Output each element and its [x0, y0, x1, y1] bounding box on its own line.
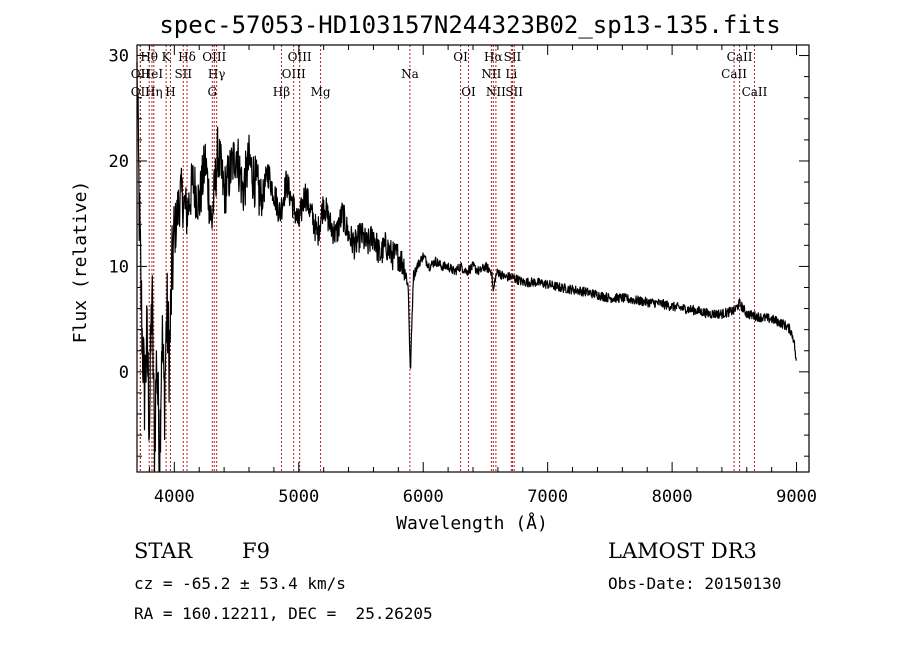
line-label: H: [165, 85, 175, 99]
line-label: OII: [131, 85, 151, 99]
line-label: HeI: [141, 67, 164, 81]
object-subclass: F9: [242, 539, 270, 563]
line-label: OIII: [288, 50, 312, 64]
spectral-line-markers: [139, 45, 755, 472]
survey-name: LAMOST DR3: [608, 539, 757, 563]
line-label: Hγ: [208, 67, 226, 81]
x-axis-label: Wavelength (Å): [396, 512, 548, 534]
line-label: Hδ: [178, 50, 196, 64]
y-axis-label: Flux (relative): [70, 181, 91, 344]
x-tick-label: 4000: [154, 487, 195, 507]
line-label: K: [162, 50, 172, 64]
line-label: Li: [505, 67, 517, 81]
x-tick-label: 9000: [776, 487, 817, 507]
axis-ticks: 4000 5000 6000 7000 8000 9000 0 10 20 30: [109, 45, 817, 507]
chart-title: spec-57053-HD103157N244323B02_sp13-135.f…: [159, 11, 780, 39]
observation-date: Obs-Date: 20150130: [608, 574, 782, 593]
redshift-velocity: cz = -65.2 ± 53.4 km/s: [134, 574, 346, 593]
y-tick-label: 30: [109, 47, 129, 67]
line-label: Na: [401, 67, 419, 81]
line-label: OIII: [202, 50, 226, 64]
line-label: Hβ: [273, 85, 290, 99]
spectral-line-labels: OII OII Hθ HeI Hη K H SII Hδ OIII Hγ G Hβ OIII OIII Mg N…: [131, 50, 768, 99]
line-label: CaII: [742, 85, 768, 99]
plot-frame: [136, 44, 810, 473]
line-label: SII: [174, 67, 192, 81]
line-label: Hη: [145, 85, 163, 99]
sky-coordinates: RA = 160.12211, DEC = 25.26205: [134, 604, 433, 623]
y-tick-label: 0: [119, 363, 129, 383]
line-label: CaII: [721, 67, 747, 81]
y-tick-label: 20: [109, 152, 129, 172]
line-label: Mg: [311, 85, 331, 99]
line-label: Hθ: [140, 50, 158, 64]
line-label: OI: [461, 85, 476, 99]
x-tick-label: 7000: [527, 487, 568, 507]
line-label: OIII: [282, 67, 306, 81]
y-tick-label: 10: [109, 257, 129, 277]
flux-series-line: [136, 61, 797, 472]
line-label: SII: [504, 50, 522, 64]
line-label: NII: [486, 85, 506, 99]
line-label: OI: [453, 50, 468, 64]
line-label: CaII: [727, 50, 753, 64]
x-tick-label: 5000: [278, 487, 319, 507]
line-label: NII: [481, 67, 501, 81]
line-label: G: [207, 85, 217, 99]
line-label: OII: [131, 67, 151, 81]
x-tick-label: 8000: [652, 487, 693, 507]
line-label: SII: [505, 85, 523, 99]
x-tick-label: 6000: [403, 487, 444, 507]
line-label: Hα: [484, 50, 503, 64]
object-class: STAR: [134, 539, 193, 563]
